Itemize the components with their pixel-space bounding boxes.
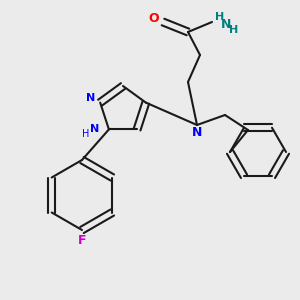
Text: N: N [192,127,202,140]
Text: O: O [149,13,159,26]
Text: H: H [82,129,90,140]
Text: H: H [215,12,225,22]
Text: N: N [85,93,95,103]
Text: N: N [90,124,100,134]
Text: N: N [221,17,231,31]
Text: H: H [230,25,238,35]
Text: F: F [78,233,86,247]
